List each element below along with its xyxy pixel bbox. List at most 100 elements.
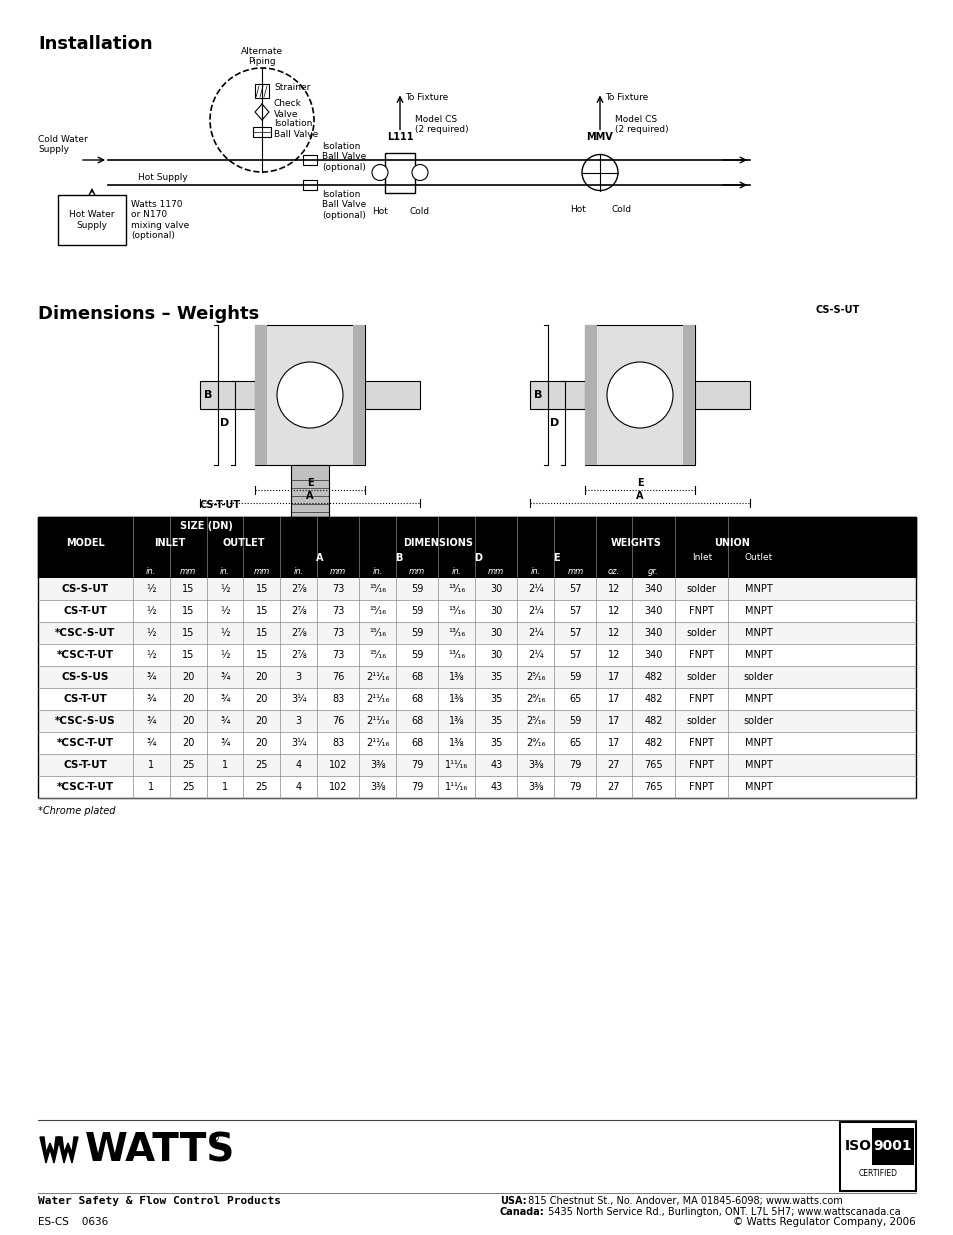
Circle shape bbox=[276, 362, 343, 429]
Text: Cold: Cold bbox=[611, 205, 632, 215]
Text: gr.: gr. bbox=[647, 567, 659, 576]
Text: Canada:: Canada: bbox=[499, 1207, 544, 1216]
Text: solder: solder bbox=[686, 629, 716, 638]
Text: Watts 1170
or N170
mixing valve
(optional): Watts 1170 or N170 mixing valve (optiona… bbox=[131, 200, 189, 240]
Text: 15: 15 bbox=[255, 606, 268, 616]
Text: ½: ½ bbox=[220, 650, 230, 659]
Bar bbox=[303, 180, 316, 190]
Text: 20: 20 bbox=[182, 739, 194, 748]
Text: ¾: ¾ bbox=[220, 739, 230, 748]
Text: 1¹¹⁄₁₆: 1¹¹⁄₁₆ bbox=[445, 760, 468, 769]
Text: ¹⁵⁄₁₆: ¹⁵⁄₁₆ bbox=[369, 606, 386, 616]
Bar bbox=[303, 156, 316, 165]
Text: 30: 30 bbox=[490, 606, 502, 616]
Text: 2¹¹⁄₁₆: 2¹¹⁄₁₆ bbox=[366, 672, 389, 682]
Bar bbox=[38, 688, 915, 710]
Text: 20: 20 bbox=[255, 716, 268, 726]
Text: 76: 76 bbox=[332, 716, 344, 726]
Text: To Fixture: To Fixture bbox=[604, 93, 648, 101]
Text: 15: 15 bbox=[182, 606, 194, 616]
Text: 3: 3 bbox=[295, 716, 301, 726]
Text: L111: L111 bbox=[386, 132, 413, 142]
Text: 15: 15 bbox=[182, 584, 194, 594]
Text: OUTLET: OUTLET bbox=[222, 538, 264, 548]
Text: ½: ½ bbox=[147, 650, 156, 659]
Text: 79: 79 bbox=[411, 782, 423, 792]
Text: 3⅜: 3⅜ bbox=[370, 760, 385, 769]
Text: 65: 65 bbox=[569, 694, 581, 704]
Bar bbox=[871, 1128, 913, 1165]
Text: WEIGHTS: WEIGHTS bbox=[610, 538, 660, 548]
Text: 25: 25 bbox=[255, 782, 268, 792]
Text: 15: 15 bbox=[255, 650, 268, 659]
Text: in.: in. bbox=[146, 567, 156, 576]
Text: 68: 68 bbox=[411, 716, 423, 726]
Text: Strainer: Strainer bbox=[274, 83, 310, 91]
Bar bbox=[291, 466, 329, 525]
Text: 340: 340 bbox=[643, 650, 662, 659]
Text: SIZE (DN): SIZE (DN) bbox=[180, 521, 233, 531]
Text: ½: ½ bbox=[220, 584, 230, 594]
Text: 765: 765 bbox=[643, 782, 662, 792]
Text: MNPT: MNPT bbox=[744, 782, 772, 792]
Text: E: E bbox=[306, 478, 313, 488]
Bar bbox=[254, 325, 267, 466]
Text: MNPT: MNPT bbox=[744, 739, 772, 748]
Text: 83: 83 bbox=[332, 739, 344, 748]
Text: D: D bbox=[474, 553, 481, 563]
Circle shape bbox=[372, 164, 388, 180]
Text: Hot: Hot bbox=[372, 207, 388, 216]
Text: ¹⁵⁄₁₆: ¹⁵⁄₁₆ bbox=[369, 650, 386, 659]
Text: 765: 765 bbox=[643, 760, 662, 769]
Text: ½: ½ bbox=[147, 584, 156, 594]
Text: 15: 15 bbox=[182, 650, 194, 659]
Text: 2⁵⁄₁₆: 2⁵⁄₁₆ bbox=[525, 672, 545, 682]
Text: in.: in. bbox=[373, 567, 382, 576]
Text: FNPT: FNPT bbox=[689, 606, 714, 616]
Text: 79: 79 bbox=[569, 760, 581, 769]
Text: 1: 1 bbox=[148, 782, 154, 792]
Bar bbox=[38, 622, 915, 643]
Text: 3¼: 3¼ bbox=[291, 739, 306, 748]
Text: 2¹¹⁄₁₆: 2¹¹⁄₁₆ bbox=[366, 716, 389, 726]
Bar bbox=[385, 152, 415, 193]
Text: 2¼: 2¼ bbox=[527, 650, 543, 659]
Bar bbox=[584, 325, 695, 466]
Text: *CSC-T-UT: *CSC-T-UT bbox=[57, 739, 113, 748]
Text: solder: solder bbox=[686, 716, 716, 726]
Text: ES-CS    0636: ES-CS 0636 bbox=[38, 1216, 108, 1228]
Text: A: A bbox=[636, 492, 643, 501]
Text: To Fixture: To Fixture bbox=[405, 93, 448, 101]
Text: 35: 35 bbox=[490, 739, 502, 748]
Text: 1: 1 bbox=[148, 760, 154, 769]
Text: ¾: ¾ bbox=[220, 716, 230, 726]
Text: *CSC-S-US: *CSC-S-US bbox=[55, 716, 115, 726]
Text: 27: 27 bbox=[607, 782, 619, 792]
Text: 1⅜: 1⅜ bbox=[449, 716, 464, 726]
Text: B: B bbox=[203, 390, 212, 400]
Text: 482: 482 bbox=[643, 716, 662, 726]
Text: 482: 482 bbox=[643, 694, 662, 704]
Text: 2⁵⁄₁₆: 2⁵⁄₁₆ bbox=[525, 716, 545, 726]
Text: ½: ½ bbox=[220, 629, 230, 638]
Bar bbox=[254, 325, 365, 466]
Text: 4: 4 bbox=[295, 760, 301, 769]
Text: Inlet: Inlet bbox=[691, 553, 711, 562]
Text: CS-T-UT: CS-T-UT bbox=[200, 500, 241, 510]
Text: 102: 102 bbox=[329, 782, 347, 792]
Text: 30: 30 bbox=[490, 584, 502, 594]
Bar bbox=[38, 732, 915, 755]
Text: 59: 59 bbox=[411, 584, 423, 594]
Text: ¹⁵⁄₁₆: ¹⁵⁄₁₆ bbox=[369, 584, 386, 594]
Text: CS-S-UT: CS-S-UT bbox=[815, 305, 859, 315]
Text: MNPT: MNPT bbox=[744, 694, 772, 704]
Text: 59: 59 bbox=[569, 672, 581, 682]
Text: Isolation
Ball Valve: Isolation Ball Valve bbox=[274, 120, 318, 138]
Text: solder: solder bbox=[743, 716, 773, 726]
Text: CS-S-US: CS-S-US bbox=[62, 672, 109, 682]
Text: FNPT: FNPT bbox=[689, 694, 714, 704]
Polygon shape bbox=[58, 1137, 78, 1163]
Text: ½: ½ bbox=[147, 629, 156, 638]
Text: 59: 59 bbox=[411, 606, 423, 616]
Text: ¹⁵⁄₁₆: ¹⁵⁄₁₆ bbox=[369, 629, 386, 638]
